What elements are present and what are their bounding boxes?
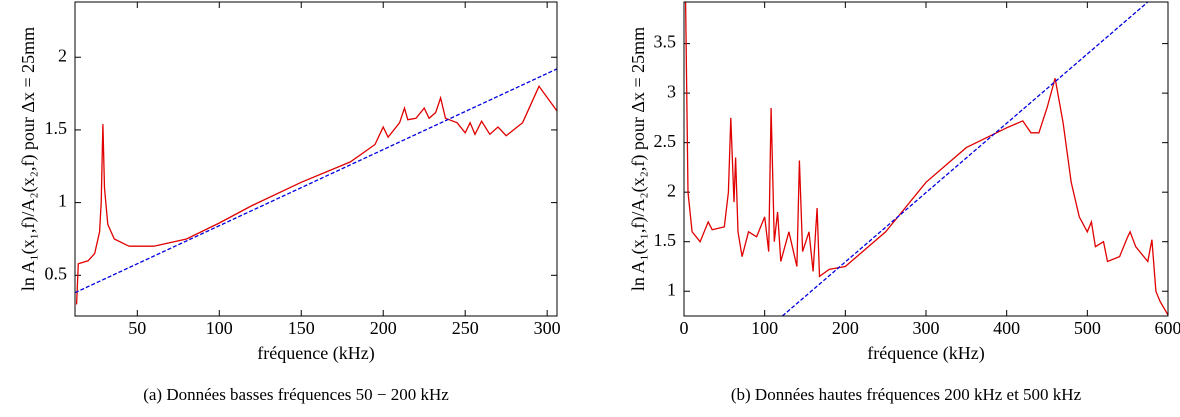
- x-tick-label: 500: [1074, 318, 1101, 338]
- x-tick-label: 300: [534, 318, 561, 338]
- data-line: [684, 2, 1168, 316]
- y-tick-label: 3: [667, 81, 676, 101]
- y-tick-label: 3.5: [654, 32, 677, 52]
- x-tick-label: 250: [452, 318, 479, 338]
- data-line: [75, 85, 557, 305]
- y-tick-label: 1.5: [654, 230, 677, 250]
- plot-area: [684, 2, 1168, 316]
- y-tick-label: 2: [667, 180, 676, 200]
- y-axis-label: ln A₁(x₁,f)/A₂(x₂,f) pour Δx = 25mm: [628, 27, 649, 291]
- y-tick-label: 0.5: [45, 263, 68, 283]
- x-tick-label: 100: [751, 318, 778, 338]
- caption: (a) Données basses fréquences 50 − 200 k…: [143, 385, 449, 404]
- caption: (b) Données hautes fréquences 200 kHz et…: [731, 385, 1082, 404]
- plot-area: [75, 68, 557, 305]
- data-line: [781, 2, 1149, 316]
- x-tick-label: 150: [288, 318, 315, 338]
- x-tick-label: 50: [128, 318, 146, 338]
- x-axis-label: fréquence (kHz): [257, 343, 374, 364]
- x-tick-label: 400: [993, 318, 1020, 338]
- y-tick-label: 1: [58, 191, 67, 211]
- x-tick-label: 600: [1155, 318, 1180, 338]
- y-tick-label: 2: [58, 45, 67, 65]
- y-tick-label: 1: [667, 279, 676, 299]
- x-tick-label: 200: [832, 318, 859, 338]
- axes-frame: [683, 1, 1169, 317]
- y-tick-label: 1.5: [45, 118, 68, 138]
- x-axis-label: fréquence (kHz): [867, 343, 984, 364]
- y-axis-label: ln A₁(x₁,f)/A₂(x₂,f) pour Δx = 25mm: [18, 27, 39, 291]
- x-tick-label: 0: [680, 318, 689, 338]
- x-tick-label: 100: [206, 318, 233, 338]
- x-tick-label: 200: [370, 318, 397, 338]
- y-tick-label: 2.5: [654, 131, 677, 151]
- data-line: [75, 68, 557, 294]
- x-tick-label: 300: [913, 318, 940, 338]
- axes-frame: [74, 1, 558, 317]
